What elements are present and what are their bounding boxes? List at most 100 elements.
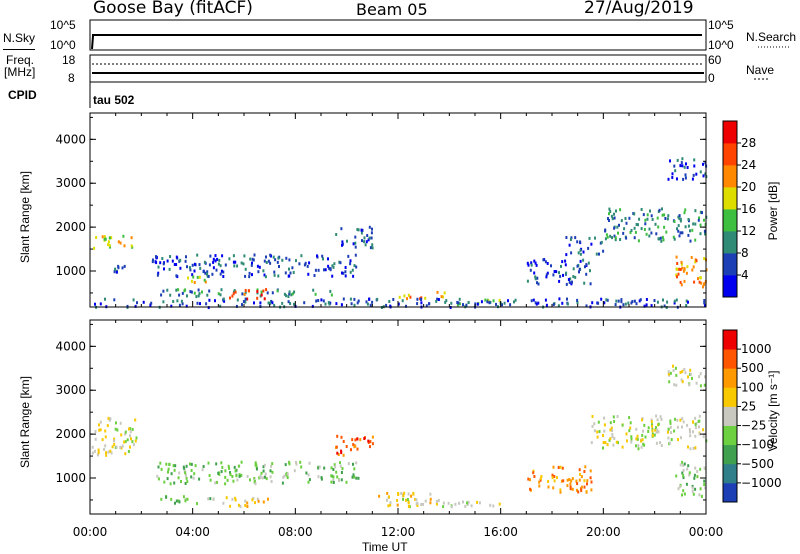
range-cell bbox=[692, 173, 695, 177]
range-cell bbox=[160, 467, 163, 471]
range-cell bbox=[553, 475, 556, 478]
range-cell bbox=[288, 462, 291, 466]
range-cell bbox=[270, 299, 273, 303]
range-cell bbox=[263, 273, 266, 277]
range-cell bbox=[155, 255, 157, 259]
range-cell bbox=[286, 474, 289, 478]
range-cell bbox=[699, 384, 702, 388]
power-colorbar-label: Power [dB] bbox=[766, 181, 780, 241]
range-cell bbox=[703, 301, 706, 305]
range-cell bbox=[462, 303, 464, 307]
nsearch-tick-bottom: 10^0 bbox=[708, 38, 734, 52]
range-cell bbox=[242, 300, 245, 304]
range-cell bbox=[333, 463, 336, 467]
range-cell bbox=[184, 482, 187, 485]
range-cell bbox=[354, 245, 357, 249]
range-cell bbox=[442, 501, 445, 505]
range-cell bbox=[583, 281, 586, 285]
range-cell bbox=[109, 449, 112, 453]
range-cell bbox=[560, 264, 562, 268]
range-cell bbox=[546, 271, 549, 275]
range-cell bbox=[689, 430, 691, 434]
range-cell bbox=[256, 467, 258, 471]
range-cell bbox=[578, 267, 581, 271]
range-cell bbox=[378, 494, 381, 498]
range-cell bbox=[231, 294, 234, 298]
range-cell bbox=[389, 501, 392, 505]
range-cell bbox=[669, 419, 672, 423]
range-cell bbox=[187, 276, 189, 280]
range-cell bbox=[286, 476, 289, 480]
range-cell bbox=[683, 492, 686, 496]
range-cell bbox=[113, 298, 116, 302]
range-cell bbox=[270, 464, 273, 468]
range-cell bbox=[324, 268, 327, 272]
range-cell bbox=[613, 216, 616, 220]
range-cell bbox=[344, 274, 347, 278]
range-cell bbox=[507, 299, 509, 303]
range-cell bbox=[565, 282, 568, 286]
range-cell bbox=[221, 465, 224, 469]
range-cell bbox=[682, 177, 685, 181]
range-cell bbox=[568, 243, 571, 247]
range-cell bbox=[107, 240, 110, 244]
range-cell bbox=[561, 260, 564, 264]
range-cell bbox=[157, 271, 160, 275]
range-cell bbox=[673, 164, 676, 168]
range-cell bbox=[552, 465, 555, 469]
range-cell bbox=[208, 289, 211, 293]
range-cell bbox=[608, 219, 610, 222]
range-cell bbox=[196, 275, 199, 279]
range-cell bbox=[536, 276, 539, 280]
colorbar-tick-label: 20 bbox=[741, 180, 756, 194]
range-cell bbox=[663, 304, 666, 308]
range-cell bbox=[425, 304, 428, 308]
colorbar-tick-label: 24 bbox=[741, 158, 756, 172]
range-cell bbox=[578, 270, 580, 274]
range-cell bbox=[675, 267, 678, 271]
range-cell bbox=[336, 451, 339, 455]
range-cell bbox=[264, 275, 267, 279]
range-cell bbox=[124, 432, 127, 436]
range-cell bbox=[628, 429, 631, 433]
range-cell bbox=[591, 415, 594, 418]
range-cell bbox=[562, 273, 564, 277]
range-cell bbox=[220, 470, 223, 473]
range-cell bbox=[104, 429, 107, 433]
range-cell bbox=[673, 429, 676, 433]
range-cell bbox=[458, 501, 461, 505]
range-cell bbox=[328, 266, 331, 270]
range-cell bbox=[134, 304, 137, 308]
range-cell bbox=[679, 217, 682, 221]
range-cell bbox=[254, 480, 256, 484]
range-cell bbox=[617, 231, 619, 235]
range-cell bbox=[353, 303, 356, 307]
range-cell bbox=[643, 423, 646, 427]
range-cell bbox=[682, 420, 685, 424]
range-cell bbox=[271, 291, 274, 295]
range-cell bbox=[692, 430, 694, 434]
range-cell bbox=[643, 228, 646, 231]
range-cell bbox=[259, 301, 262, 305]
range-cell bbox=[172, 300, 175, 303]
range-cell bbox=[579, 472, 581, 476]
range-cell bbox=[578, 468, 581, 472]
range-cell bbox=[579, 259, 582, 263]
range-cell bbox=[124, 452, 127, 456]
range-cell bbox=[108, 236, 111, 240]
range-cell bbox=[122, 234, 125, 238]
range-cell bbox=[635, 302, 638, 306]
range-cell bbox=[211, 272, 214, 276]
range-cell bbox=[667, 427, 670, 431]
range-cell bbox=[576, 482, 579, 486]
range-cell bbox=[317, 268, 320, 272]
range-cell bbox=[429, 497, 432, 501]
range-cell bbox=[692, 265, 695, 269]
range-cell bbox=[330, 480, 333, 484]
range-cell bbox=[657, 225, 660, 229]
range-cell bbox=[285, 472, 288, 476]
range-cell bbox=[289, 271, 292, 275]
range-cell bbox=[261, 476, 264, 480]
range-cell bbox=[696, 470, 699, 473]
